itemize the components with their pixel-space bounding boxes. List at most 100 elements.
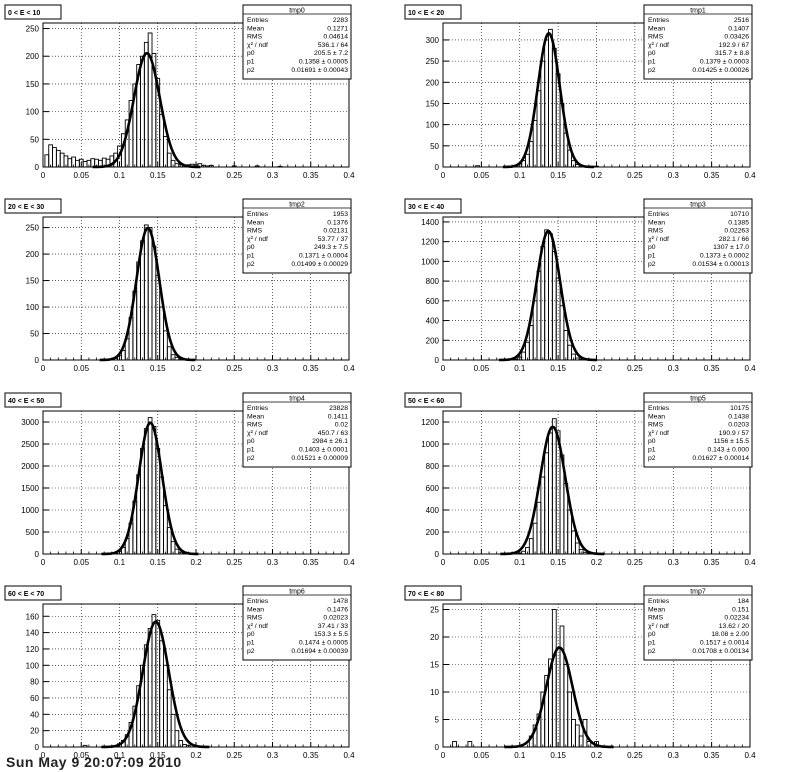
histogram-panel-6: 0 0.05 0.1 0.15 0.2 0.25 0.3 0.35 0.4 0 20 40 60 80 10… <box>4 585 355 760</box>
gaussian-fit-curve <box>99 226 196 362</box>
stats-label-mean: Mean <box>648 25 665 32</box>
stats-label-rms: RMS <box>648 615 664 622</box>
stats-value-mean: 0.1476 <box>327 606 348 613</box>
y-tick-label: 400 <box>426 506 440 515</box>
stats-value-p1: 0.1474 ± 0.0005 <box>299 640 348 647</box>
stats-label-entries: Entries <box>648 17 670 24</box>
x-tick-label: 0.25 <box>627 364 643 373</box>
x-tick-label: 0.4 <box>343 751 355 760</box>
y-tick-label: 0 <box>435 163 440 172</box>
stats-box <box>242 198 352 274</box>
stats-value-mean: 0.151 <box>732 606 749 613</box>
x-tick-label: 0.3 <box>668 171 680 180</box>
y-tick-label: 600 <box>426 297 440 306</box>
x-tick-label: 0 <box>41 751 46 760</box>
stats-hist-name: tmp7 <box>690 589 706 596</box>
stats-value-entries: 2283 <box>333 17 348 24</box>
x-tick-label: 0.05 <box>474 558 490 567</box>
y-tick-label: 10 <box>430 688 439 697</box>
histogram-panel-2: 0 0.05 0.1 0.15 0.2 0.25 0.3 0.35 0.4 0 50 100 150 20… <box>4 198 355 373</box>
stats-value-chi2: 37.41 / 33 <box>318 623 348 630</box>
y-tick-label: 250 <box>26 224 40 233</box>
stats-value-p2: 0.01499 ± 0.00029 <box>291 261 348 268</box>
stats-label-p2: p2 <box>247 455 255 462</box>
y-tick-label: 100 <box>426 121 440 130</box>
stats-label-chi2: χ² / ndf <box>648 623 669 630</box>
y-tick-label: 100 <box>26 303 40 312</box>
stats-label-p0: p0 <box>648 631 656 638</box>
stats-value-p0: 18.08 ± 2.00 <box>711 631 749 638</box>
histogram-bin <box>163 330 168 361</box>
y-tick-label: 200 <box>426 78 440 87</box>
stats-hist-name: tmp4 <box>289 396 305 403</box>
stats-label-entries: Entries <box>648 211 670 218</box>
y-tick-label: 20 <box>430 633 439 642</box>
x-tick-label: 0.35 <box>303 751 319 760</box>
x-tick-label: 0 <box>441 171 446 180</box>
stats-value-p2: 0.01521 ± 0.00009 <box>291 455 348 462</box>
title-box <box>4 4 62 20</box>
stats-value-p0: 2984 ± 26.1 <box>312 438 348 445</box>
stats-label-p2: p2 <box>648 455 656 462</box>
stats-value-entries: 10175 <box>730 405 749 412</box>
y-tick-label: 2000 <box>21 462 39 471</box>
title-box <box>404 198 462 214</box>
stats-label-rms: RMS <box>648 34 664 41</box>
stats-label-chi2: χ² / ndf <box>648 42 669 49</box>
histogram-bin <box>174 730 180 748</box>
stats-label-p1: p1 <box>247 640 255 647</box>
y-tick-label: 20 <box>30 727 39 736</box>
x-tick-label: 0.25 <box>226 364 242 373</box>
histogram-panel-5: 0 0.05 0.1 0.15 0.2 0.25 0.3 0.35 0.4 0 200 400 600 8… <box>404 392 756 567</box>
panel-title: 40 < E < 50 <box>8 398 44 405</box>
x-tick-label: 0.4 <box>744 171 756 180</box>
stats-value-p2: 0.01708 ± 0.00134 <box>692 648 749 655</box>
histogram-panel-0: 0 0.05 0.1 0.15 0.2 0.25 0.3 0.35 0.4 0 50 100 150 20… <box>4 4 355 180</box>
stats-label-entries: Entries <box>247 598 269 605</box>
stats-value-rms: 0.02023 <box>323 615 348 622</box>
x-tick-label: 0.25 <box>627 558 643 567</box>
histogram-bin <box>163 136 168 168</box>
stats-label-entries: Entries <box>247 405 269 412</box>
x-tick-label: 0.4 <box>744 751 756 760</box>
stats-value-mean: 0.1376 <box>327 219 348 226</box>
y-tick-label: 1500 <box>21 484 39 493</box>
histogram-bin <box>571 160 576 168</box>
title-box <box>404 585 462 601</box>
stats-value-entries: 2516 <box>734 17 749 24</box>
x-tick-label: 0.25 <box>226 558 242 567</box>
stats-value-rms: 0.02 <box>335 422 348 429</box>
x-tick-label: 0.3 <box>267 751 279 760</box>
x-tick-label: 0.25 <box>627 751 643 760</box>
stats-value-p0: 315.7 ± 8.8 <box>715 50 749 57</box>
stats-box <box>643 392 753 468</box>
stats-label-p0: p0 <box>247 631 255 638</box>
panel-title: 20 < E < 30 <box>8 204 44 211</box>
x-tick-label: 0.2 <box>190 751 202 760</box>
x-tick-label: 0.05 <box>73 364 89 373</box>
stats-value-p2: 0.01694 ± 0.00039 <box>291 648 348 655</box>
x-tick-label: 0.2 <box>190 364 202 373</box>
stats-label-p2: p2 <box>648 67 656 74</box>
stats-label-p1: p1 <box>247 447 255 454</box>
gaussian-fit-curve <box>101 620 210 749</box>
stats-value-mean: 0.1407 <box>728 25 749 32</box>
stats-value-mean: 0.1411 <box>328 413 349 420</box>
x-tick-label: 0.05 <box>474 171 490 180</box>
stats-label-p1: p1 <box>247 59 255 66</box>
stats-label-entries: Entries <box>247 17 269 24</box>
y-tick-label: 800 <box>426 462 440 471</box>
panel-title: 70 < E < 80 <box>408 591 444 598</box>
histogram-bin <box>231 165 237 168</box>
stats-hist-name: tmp3 <box>690 202 706 209</box>
x-tick-label: 0.4 <box>744 558 756 567</box>
y-tick-label: 400 <box>426 317 440 326</box>
x-tick-label: 0.3 <box>668 751 680 760</box>
stats-value-entries: 184 <box>738 598 750 605</box>
x-tick-label: 0.35 <box>303 364 319 373</box>
histogram-bin <box>517 552 523 555</box>
y-tick-label: 200 <box>426 528 440 537</box>
stats-label-entries: Entries <box>648 598 670 605</box>
panel-title: 10 < E < 20 <box>408 10 444 17</box>
y-tick-label: 3000 <box>21 418 39 427</box>
